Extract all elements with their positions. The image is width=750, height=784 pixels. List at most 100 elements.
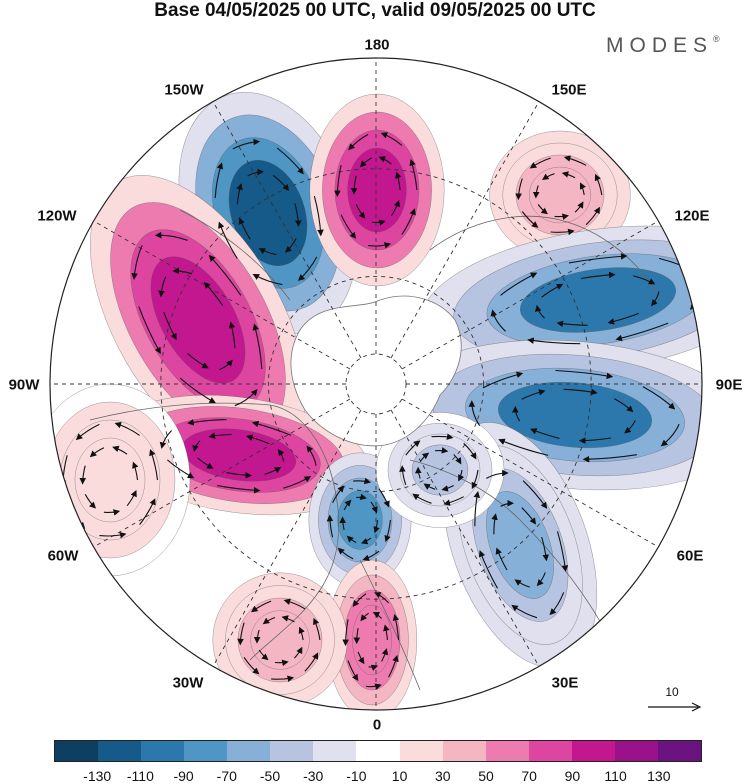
colorbar-swatch — [614, 741, 658, 761]
wind-arrow — [521, 389, 546, 400]
wind-arrow — [114, 421, 140, 436]
wind-arrow — [332, 485, 345, 503]
wind-arrow — [490, 309, 506, 332]
wind-arrow — [368, 664, 379, 671]
wind-arrow — [236, 183, 243, 205]
brand-name: MODES — [606, 34, 714, 57]
wind-arrow — [556, 531, 569, 573]
wind-arrow — [368, 242, 392, 249]
wind-arrow — [247, 168, 265, 177]
lon-label-90e: 90E — [715, 376, 743, 394]
wind-arrow — [298, 626, 305, 641]
wind-arrow — [262, 616, 276, 625]
wind-arrow — [390, 199, 401, 217]
wind-arrow — [340, 214, 357, 239]
wind-arrow — [274, 659, 289, 667]
wind-arrow — [238, 217, 251, 240]
colorbar-tick-label: -70 — [216, 768, 237, 784]
anomaly-contour — [150, 256, 246, 384]
wind-arrow — [522, 480, 548, 509]
wind-arrow — [374, 592, 390, 604]
wind-arrow — [614, 398, 634, 413]
wind-arrow — [441, 485, 454, 492]
colorbar-tick-label: 30 — [435, 768, 451, 784]
wind-arrow — [172, 267, 193, 275]
wind-arrow — [660, 423, 680, 447]
colorbar-swatch — [399, 741, 443, 761]
wind-arrow — [515, 178, 523, 201]
wind-arrow — [373, 519, 380, 534]
wind-arrow — [568, 253, 628, 264]
wind-arrow — [163, 312, 177, 341]
wind-arrow — [360, 537, 372, 545]
wind-arrow — [360, 612, 369, 622]
wind-arrow — [532, 185, 540, 199]
wind-arrow — [561, 171, 576, 179]
wind-arrow — [347, 660, 359, 682]
wind-arrow — [521, 211, 539, 228]
wind-arrow — [541, 536, 550, 562]
wind-arrow — [89, 447, 105, 458]
wind-arrow — [252, 323, 263, 369]
wind-arrow — [563, 388, 598, 396]
wind-arrow — [511, 604, 538, 619]
wind-arrow — [486, 469, 509, 479]
wind-arrow — [203, 281, 224, 307]
colorbar-swatch — [657, 741, 701, 761]
wind-arrow — [343, 499, 352, 511]
colorbar-swatch — [356, 741, 400, 761]
graticule — [50, 58, 702, 710]
wind-arrow — [633, 275, 656, 285]
wind-arrow — [624, 420, 636, 434]
lon-label-180: 180 — [364, 36, 390, 54]
lon-label-60e: 60E — [676, 547, 704, 565]
colorbar-swatch — [442, 741, 486, 761]
colorbar-swatch — [141, 741, 185, 761]
reference-vector-arrow — [648, 702, 702, 712]
wind-arrow — [642, 386, 676, 410]
wind-arrow — [554, 213, 569, 221]
wind-arrow — [585, 206, 600, 226]
wind-arrow — [563, 155, 587, 166]
modes-logo: MODES® — [606, 34, 720, 58]
wind-arrow — [84, 494, 97, 509]
wind-arrow — [473, 491, 481, 527]
wind-arrow — [471, 469, 479, 490]
meridian — [212, 409, 362, 667]
wind-arrow — [159, 430, 172, 449]
wind-arrow — [359, 157, 373, 168]
wind-arrow — [443, 496, 464, 506]
wind-arrow — [214, 162, 224, 199]
wind-arrow — [334, 165, 342, 198]
wind-arrow — [294, 203, 302, 228]
wind-arrow — [234, 388, 258, 407]
meridian — [212, 101, 362, 359]
map-boundary — [49, 57, 703, 711]
lon-label-150w: 150W — [164, 81, 204, 99]
lon-label-30w: 30W — [172, 674, 204, 692]
wind-arrow — [348, 133, 369, 151]
wind-arrow — [463, 442, 477, 460]
colorbar-tick-label: -30 — [303, 768, 324, 784]
colorbar-tick-label: 10 — [391, 768, 408, 784]
colorbar-swatch — [184, 741, 228, 761]
wind-arrow — [534, 304, 545, 319]
wind-arrow — [495, 547, 508, 571]
wind-arrow — [419, 452, 430, 462]
lon-label-120e: 120E — [674, 207, 710, 225]
meridian — [390, 101, 540, 359]
map-title: Base 04/05/2025 00 UTC, valid 09/05/2025… — [154, 0, 596, 21]
anomaly-contour — [486, 491, 554, 599]
colorbar-tick-label: -110 — [126, 768, 154, 784]
wind-arrow — [271, 675, 295, 683]
wind-arrow — [378, 488, 390, 508]
wind-arrow — [353, 628, 361, 645]
wind-arrow — [226, 472, 253, 479]
wind-arrow — [384, 519, 391, 543]
wind-arrow — [395, 171, 402, 191]
colorbar-tick-label: 110 — [604, 768, 627, 784]
colorbar — [54, 740, 702, 762]
wind-arrow — [468, 400, 481, 426]
registered-mark: ® — [713, 34, 720, 44]
